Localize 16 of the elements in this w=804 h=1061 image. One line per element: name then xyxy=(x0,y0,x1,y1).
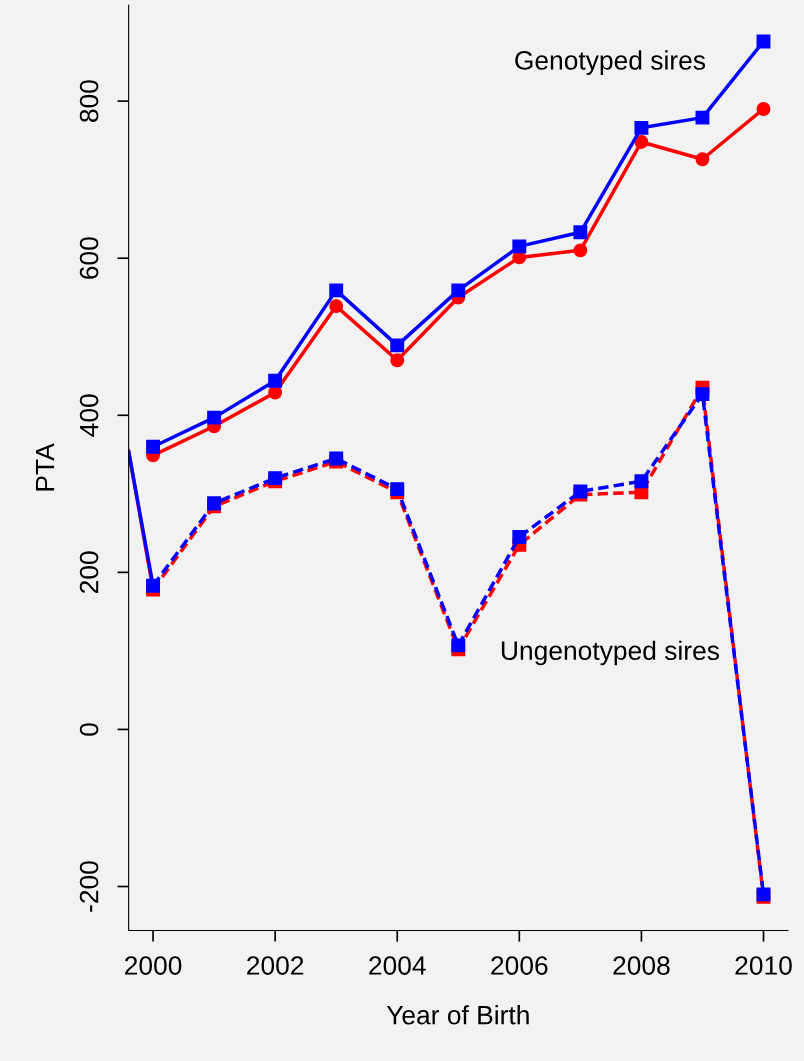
y-tick-label: 0 xyxy=(79,723,99,736)
x-tick-label: 2008 xyxy=(613,956,670,975)
annotation: Ungenotyped sires xyxy=(501,640,719,666)
y-tick-label: 800 xyxy=(79,80,99,122)
y-tick-label: 400 xyxy=(79,394,99,437)
x-tick-label: 2004 xyxy=(369,956,426,975)
annotation: Genotyped sires xyxy=(515,50,706,75)
x-tick-label: 2000 xyxy=(125,956,182,975)
y-tick-label: 200 xyxy=(79,551,99,594)
y-tick-label: 600 xyxy=(79,237,99,279)
x-tick-label: 2006 xyxy=(491,956,548,975)
x-tick-label: 2002 xyxy=(247,956,304,975)
x-axis-title: Year of Birth xyxy=(386,1005,529,1025)
y-axis-title: PTA xyxy=(35,443,55,491)
y-tick-label: -200 xyxy=(79,861,99,912)
x-tick-label: 2010 xyxy=(735,956,792,975)
